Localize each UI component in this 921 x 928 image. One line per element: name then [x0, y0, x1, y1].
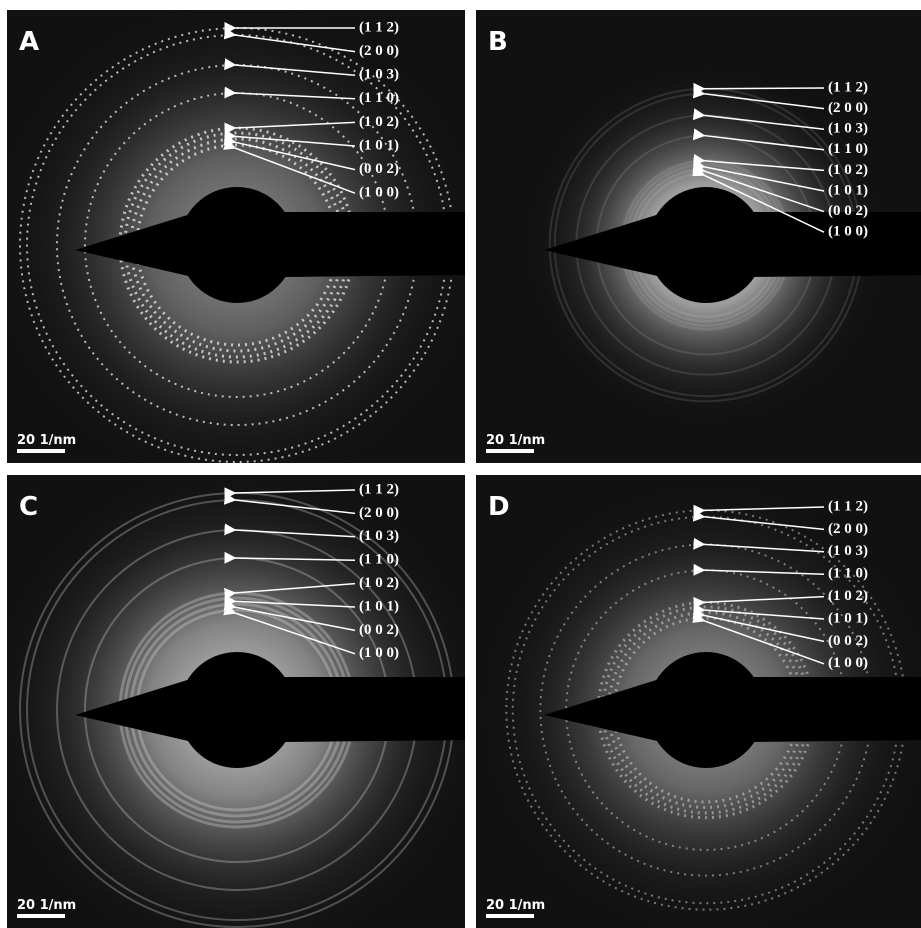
ring-label: (1 0 1) — [359, 598, 399, 614]
scale-bar — [486, 449, 534, 453]
panel-letter: A — [19, 27, 39, 57]
ring-label: (1 0 0) — [828, 224, 868, 240]
scale-bar — [17, 449, 65, 453]
ring-label: (1 0 2) — [359, 575, 399, 591]
ring-label: (1 1 2) — [359, 481, 399, 497]
ring-label: (1 0 3) — [359, 67, 399, 83]
ring-label: (1 1 0) — [359, 552, 399, 568]
ring-label: (2 0 0) — [828, 521, 868, 537]
ring-label: (1 0 1) — [359, 137, 399, 153]
ring-label: (1 1 2) — [359, 19, 399, 35]
figure: (1 1 2) (2 0 0) (1 0 3) (1 1 0) (1 0 2) (1 0 … — [0, 0, 921, 925]
ring-label: (0 0 2) — [359, 622, 399, 638]
ring-label: (1 0 0) — [828, 655, 868, 671]
ring-label: (1 0 2) — [828, 588, 868, 604]
diffraction-panel: (1 1 2) (2 0 0) (1 0 3) (1 1 0) (1 0 2) (1 0 … — [7, 475, 465, 928]
ring-label: (1 0 1) — [828, 182, 868, 198]
ring-label: (1 0 3) — [359, 528, 399, 544]
panel-letter: C — [19, 492, 38, 522]
panel-letter: D — [488, 492, 510, 522]
scale-bar-label: 20 1/nm — [17, 433, 76, 448]
ring-label: (0 0 2) — [828, 633, 868, 649]
beam-stopper-disk — [648, 187, 764, 303]
scale-bar-label: 20 1/nm — [486, 433, 545, 448]
ring-label: (1 0 3) — [828, 543, 868, 559]
ring-label: (0 0 2) — [359, 161, 399, 177]
scale-bar — [17, 914, 65, 918]
ring-label: (1 1 0) — [828, 141, 868, 157]
diffraction-panel: (1 1 2) (2 0 0) (1 0 3) (1 1 0) (1 0 2) (1 0 … — [476, 10, 921, 463]
beam-stopper-disk — [179, 187, 295, 303]
beam-stopper-disk — [648, 652, 764, 768]
ring-label: (2 0 0) — [359, 505, 399, 521]
scale-bar — [486, 914, 534, 918]
ring-label: (1 1 0) — [359, 90, 399, 106]
ring-label: (1 1 2) — [828, 79, 868, 95]
ring-label: (0 0 2) — [828, 203, 868, 219]
diffraction-panel: (1 1 2) (2 0 0) (1 0 3) (1 1 0) (1 0 2) (1 0 … — [7, 10, 465, 463]
ring-label: (1 1 0) — [828, 566, 868, 582]
ring-label: (1 0 3) — [828, 121, 868, 137]
diffraction-panel: (1 1 2) (2 0 0) (1 0 3) (1 1 0) (1 0 2) (1 0 … — [476, 475, 921, 928]
scale-bar-label: 20 1/nm — [17, 898, 76, 913]
ring-label: (1 1 2) — [828, 498, 868, 514]
ring-label: (1 0 0) — [359, 185, 399, 201]
beam-stopper-disk — [179, 652, 295, 768]
ring-label: (1 0 1) — [828, 610, 868, 626]
scale-bar-label: 20 1/nm — [486, 898, 545, 913]
panel-letter: B — [488, 27, 508, 57]
ring-label: (2 0 0) — [828, 100, 868, 116]
ring-label: (2 0 0) — [359, 43, 399, 59]
pointer-arrow — [704, 88, 824, 89]
ring-label: (1 0 2) — [359, 114, 399, 130]
ring-label: (1 0 2) — [828, 162, 868, 178]
ring-label: (1 0 0) — [359, 645, 399, 661]
